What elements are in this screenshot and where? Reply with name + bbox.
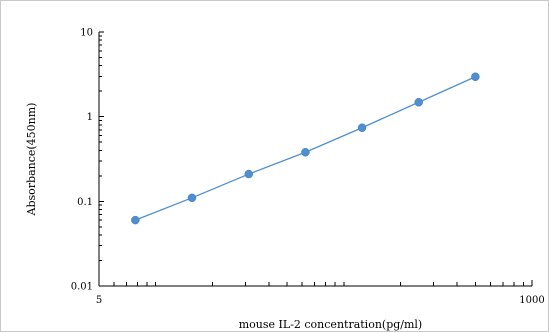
axes: 0.01 0.1 1 10 5 1000 [71, 28, 545, 307]
data-point [187, 193, 197, 203]
x-tick-label: 1000 [519, 295, 544, 306]
x-axis-title: mouse IL-2 concentration(pg/ml) [239, 318, 422, 331]
y-tick-label: 0.1 [77, 197, 93, 208]
data-point [131, 215, 140, 225]
y-tick-label: 10 [80, 28, 93, 39]
y-axis-title: Absorbance(450nm) [25, 103, 38, 217]
series-layer [131, 72, 480, 225]
y-tick-label: 0.01 [71, 282, 93, 293]
data-point [301, 147, 310, 157]
data-point [471, 72, 480, 82]
data-point [357, 123, 367, 132]
x-tick-label: 5 [96, 295, 102, 306]
y-tick-label: 1 [87, 112, 93, 123]
data-point [244, 169, 254, 179]
data-point [414, 98, 423, 107]
